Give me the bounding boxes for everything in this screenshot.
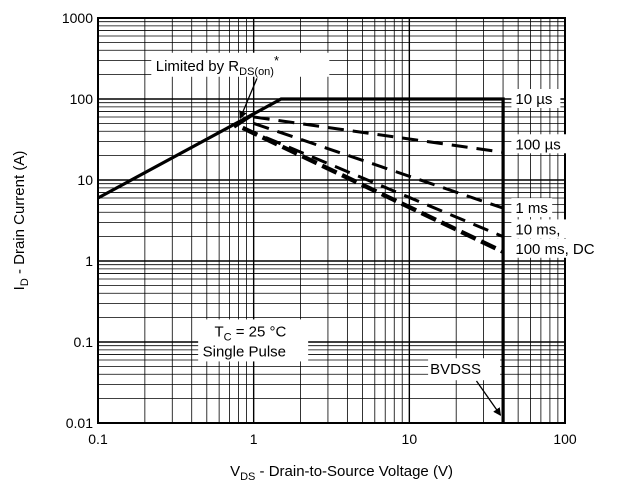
series-line xyxy=(242,126,504,238)
x-tick-label: 100 xyxy=(553,431,577,447)
series-line xyxy=(241,125,505,254)
svg-text:10 µs: 10 µs xyxy=(515,91,552,108)
svg-text:100 ms, DC: 100 ms, DC xyxy=(515,241,594,258)
svg-text:TC = 25 °C: TC = 25 °C xyxy=(214,323,286,343)
series-labels: 10 µs 100 µs 1 ms 10 ms, 100 ms, DC xyxy=(511,89,602,258)
series-layer xyxy=(97,97,505,423)
label-100us: 100 µs xyxy=(511,134,569,154)
y-tick-label: 1 xyxy=(85,253,93,269)
bvdss-annotation: BVDSS xyxy=(428,358,502,416)
label-10us: 10 µs xyxy=(511,89,561,108)
label-10ms: 10 ms, xyxy=(511,219,569,239)
svg-text:1 ms: 1 ms xyxy=(515,200,548,217)
label-100ms-dc: 100 ms, DC xyxy=(511,238,602,258)
y-tick-label: 0.01 xyxy=(66,415,93,431)
y-tick-label: 10 xyxy=(77,172,93,188)
bvdss-arrow xyxy=(475,380,502,416)
x-tick-label: 0.1 xyxy=(88,431,108,447)
series-line xyxy=(97,97,505,423)
rdson-arrow xyxy=(239,78,258,120)
y-tick-label: 1000 xyxy=(62,10,93,26)
svg-text:Single Pulse: Single Pulse xyxy=(203,343,286,360)
svg-text:Limited by RDS(on)*: Limited by RDS(on)* xyxy=(156,53,279,78)
y-tick-label: 100 xyxy=(70,91,94,107)
x-tick-label: 1 xyxy=(250,431,258,447)
series-line xyxy=(253,115,504,154)
series-line xyxy=(253,121,504,210)
svg-text:100 µs: 100 µs xyxy=(515,136,560,153)
x-axis-title: VDS - Drain-to-Source Voltage (V) xyxy=(230,463,453,483)
y-axis-title: ID - Drain Current (A) xyxy=(11,151,31,291)
rdson-limit-line xyxy=(233,112,255,129)
label-1ms: 1 ms xyxy=(511,198,553,218)
y-tick-label: 0.1 xyxy=(74,334,94,350)
svg-text:BVDSS: BVDSS xyxy=(430,361,481,378)
rdson-annotation: Limited by RDS(on)* xyxy=(151,52,330,120)
x-tick-label: 10 xyxy=(402,431,418,447)
svg-text:10 ms,: 10 ms, xyxy=(515,221,560,238)
grid-lines xyxy=(98,18,565,423)
